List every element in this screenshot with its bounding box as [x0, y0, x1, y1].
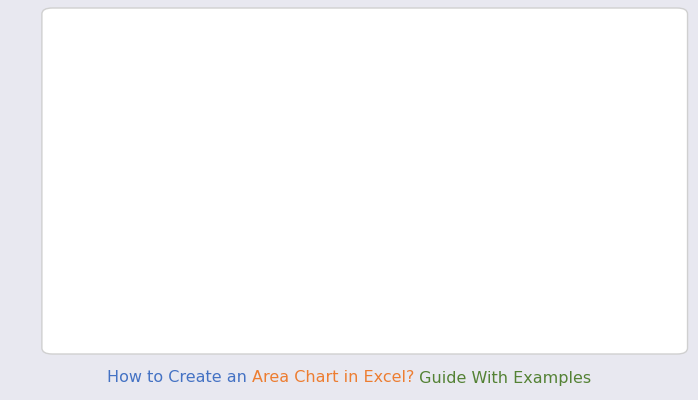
Point: [346, 141, 357, 147]
Point: [637, 66, 648, 73]
Point: [170, 273, 181, 280]
Point: [112, 302, 123, 308]
Point: [287, 172, 298, 179]
Text: Guide With Examples: Guide With Examples: [414, 370, 591, 386]
Text: Area Chart in Excel?: Area Chart in Excel?: [252, 370, 414, 386]
Point: [521, 78, 532, 85]
Point: [404, 117, 415, 123]
Point: [462, 41, 473, 48]
Text: How to Create an: How to Create an: [107, 370, 252, 386]
Point: [229, 235, 240, 241]
Point: [579, 70, 591, 76]
